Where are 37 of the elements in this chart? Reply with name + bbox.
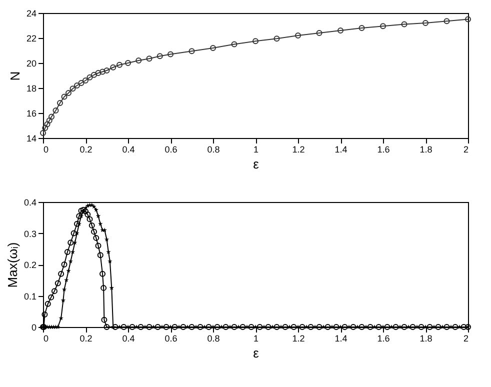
y-tick-label: 14	[26, 134, 36, 144]
y-axis-title: N	[7, 71, 22, 81]
y-tick-label: 18	[26, 84, 36, 94]
x-tick-label: 1.4	[334, 144, 348, 154]
x-tick-label: 1.6	[377, 144, 390, 154]
y-tick-label: 20	[26, 58, 36, 68]
x-tick-label: 1	[253, 334, 259, 344]
y-tick-label: 0.2	[24, 260, 36, 270]
y-tick-label: 0	[31, 322, 36, 332]
x-tick-label: 0.8	[207, 144, 220, 154]
x-tick-label: 0.6	[164, 144, 178, 154]
x-tick-label: 1.8	[420, 144, 432, 154]
y-tick-label: 24	[26, 8, 36, 18]
x-axis-title: ε	[253, 346, 260, 360]
x-tick-label: 0.4	[122, 334, 135, 344]
x-tick-label: 2	[463, 334, 468, 344]
y-tick-label: 22	[26, 34, 36, 44]
y-tick-label: 0.3	[24, 228, 36, 239]
x-tick-label: 1.2	[292, 334, 305, 344]
x-tick-label: 1.2	[292, 144, 305, 154]
x-tick-label: 0.2	[80, 144, 92, 154]
y-tick-label: 0.1	[24, 291, 36, 302]
x-tick-label: 0	[44, 144, 49, 154]
y-tick-label: 0.4	[24, 198, 36, 208]
x-tick-label: 1.8	[420, 334, 432, 344]
x-tick-label: 0.2	[80, 334, 92, 344]
y-tick-label: 16	[26, 108, 36, 118]
x-tick-label: 2	[463, 144, 468, 154]
x-tick-label: 0.8	[207, 334, 220, 344]
x-tick-label: 0	[44, 334, 49, 344]
x-tick-label: 1.4	[334, 334, 348, 344]
x-tick-label: 0.6	[164, 334, 178, 344]
x-tick-label: 0.4	[122, 144, 135, 154]
y-axis-title: Max(ωᵢ)	[4, 242, 20, 288]
x-axis-title: ε	[253, 156, 260, 172]
x-tick-label: 1	[253, 144, 259, 154]
x-tick-label: 1.6	[377, 334, 390, 344]
